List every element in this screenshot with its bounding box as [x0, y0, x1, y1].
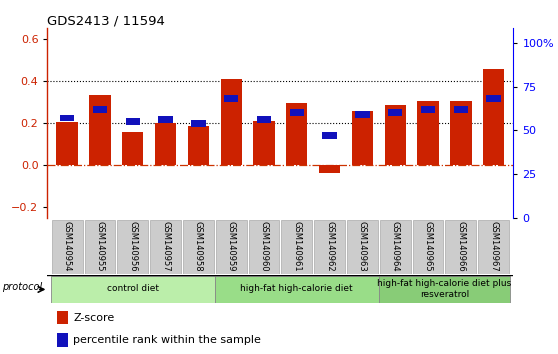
Bar — [478, 219, 509, 274]
Bar — [89, 95, 110, 165]
Text: high-fat high-calorie diet plus
resveratrol: high-fat high-calorie diet plus resverat… — [377, 279, 512, 298]
Bar — [281, 219, 312, 274]
Text: high-fat high-calorie diet: high-fat high-calorie diet — [240, 284, 353, 293]
Bar — [483, 69, 504, 165]
Bar — [60, 115, 74, 121]
Text: GDS2413 / 11594: GDS2413 / 11594 — [47, 14, 165, 27]
Bar — [388, 109, 402, 116]
Bar — [248, 219, 280, 274]
Bar — [454, 106, 468, 113]
Bar — [355, 111, 369, 118]
Bar — [380, 219, 411, 274]
Bar — [421, 106, 435, 113]
Bar — [319, 165, 340, 173]
Bar — [286, 103, 307, 165]
Bar — [126, 118, 140, 125]
Bar — [56, 122, 78, 165]
Text: GSM140955: GSM140955 — [95, 221, 104, 271]
Text: protocol: protocol — [2, 282, 42, 292]
Bar — [57, 333, 69, 347]
Bar — [150, 219, 181, 274]
Bar — [412, 219, 444, 274]
Text: GSM140963: GSM140963 — [358, 221, 367, 272]
Text: GSM140959: GSM140959 — [227, 221, 235, 271]
Bar — [290, 109, 304, 116]
Bar — [253, 121, 275, 165]
Text: GSM140958: GSM140958 — [194, 221, 203, 271]
Text: GSM140954: GSM140954 — [62, 221, 71, 271]
Bar — [347, 219, 378, 274]
Bar — [314, 219, 345, 274]
Bar — [352, 112, 373, 165]
Bar — [158, 116, 173, 123]
Text: GSM140960: GSM140960 — [259, 221, 268, 271]
Text: percentile rank within the sample: percentile rank within the sample — [73, 335, 261, 345]
Text: GSM140962: GSM140962 — [325, 221, 334, 271]
Text: GSM140961: GSM140961 — [292, 221, 301, 271]
Bar — [445, 219, 477, 274]
Text: GSM140965: GSM140965 — [424, 221, 432, 271]
Bar — [220, 79, 242, 165]
Bar — [450, 101, 472, 165]
Bar — [417, 101, 439, 165]
Bar — [257, 116, 271, 123]
Text: GSM140966: GSM140966 — [456, 221, 465, 272]
Bar — [379, 276, 510, 303]
Bar — [224, 96, 238, 102]
Bar — [191, 120, 205, 127]
Text: GSM140956: GSM140956 — [128, 221, 137, 271]
Bar — [51, 276, 215, 303]
Bar — [155, 123, 176, 165]
Text: GSM140957: GSM140957 — [161, 221, 170, 271]
Text: GSM140964: GSM140964 — [391, 221, 400, 271]
Bar — [84, 219, 116, 274]
Bar — [215, 276, 379, 303]
Bar — [52, 219, 83, 274]
Bar — [384, 105, 406, 165]
Bar — [122, 132, 143, 165]
Bar — [117, 219, 148, 274]
Bar — [187, 126, 209, 165]
Bar — [487, 96, 501, 102]
Text: GSM140967: GSM140967 — [489, 221, 498, 272]
Text: Z-score: Z-score — [73, 313, 114, 323]
Bar — [93, 106, 107, 113]
Bar — [216, 219, 247, 274]
Text: control diet: control diet — [107, 284, 158, 293]
Bar — [323, 132, 337, 139]
Bar — [57, 311, 69, 324]
Bar — [183, 219, 214, 274]
